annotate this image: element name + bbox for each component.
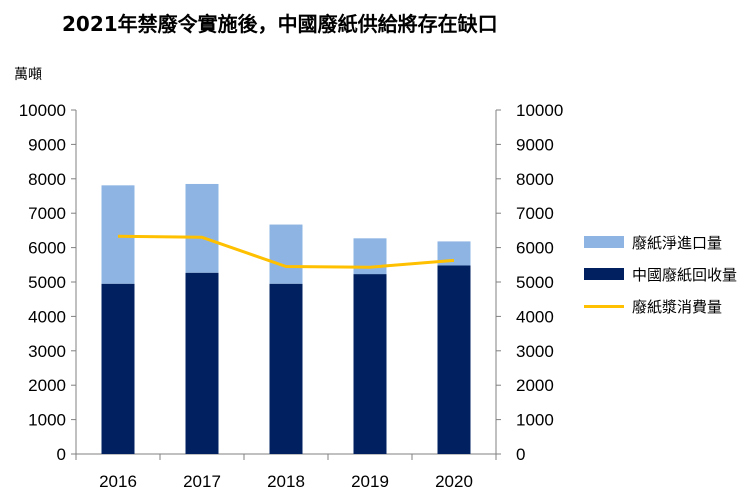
bar-domestic [101,283,135,454]
y-tick-label-right: 2000 [516,376,554,395]
y-tick-label-left: 0 [57,445,66,464]
x-tick-label: 2016 [99,472,137,491]
y-tick-label-right: 4000 [516,307,554,326]
y-tick-label-right: 9000 [516,135,554,154]
chart-title: 2021年禁廢令實施後，中國廢紙供給將存在缺口 [62,12,498,36]
y-axis-unit-label: 萬噸 [14,67,42,83]
y-tick-label-right: 3000 [516,342,554,361]
y-tick-label-right: 10000 [516,101,563,120]
y-tick-label-left: 4000 [28,307,66,326]
y-tick-label-left: 6000 [28,239,66,258]
legend-item-consumption: 廢紙漿消費量 [584,296,737,316]
legend-label-domestic: 中國廢紙回收量 [632,265,738,284]
y-tick-label-left: 9000 [28,135,66,154]
y-tick-label-left: 3000 [28,342,66,361]
bar-imports [269,224,303,284]
y-tick-label-left: 2000 [28,376,66,395]
legend-item-domestic: 中國廢紙回收量 [584,264,737,284]
y-tick-label-right: 0 [516,445,525,464]
x-tick-label: 2018 [267,472,305,491]
x-tick-label: 2020 [435,472,473,491]
x-tick-label: 2019 [351,472,389,491]
legend-swatch-consumption [584,304,624,308]
chart-legend: 廢紙淨進口量 中國廢紙回收量 廢紙漿消費量 [584,232,737,328]
x-tick-label: 2017 [183,472,221,491]
y-tick-label-left: 7000 [28,204,66,223]
bar-domestic [437,265,471,454]
bar-domestic [269,283,303,454]
y-tick-label-right: 6000 [516,239,554,258]
line-consumption [117,234,455,269]
legend-swatch-domestic [584,268,624,280]
bar-imports [185,183,219,273]
y-tick-label-left: 8000 [28,170,66,189]
y-tick-label-right: 1000 [516,411,554,430]
bar-imports [353,238,387,275]
y-tick-label-left: 10000 [19,101,66,120]
y-tick-label-right: 8000 [516,170,554,189]
legend-label-imports: 廢紙淨進口量 [632,233,723,252]
legend-item-imports: 廢紙淨進口量 [584,232,737,252]
bar-imports [101,185,135,284]
y-tick-label-left: 1000 [28,411,66,430]
y-tick-label-right: 7000 [516,204,554,223]
bar-domestic [353,274,387,454]
legend-label-consumption: 廢紙漿消費量 [632,297,723,316]
y-tick-label-left: 5000 [28,273,66,292]
legend-swatch-imports [584,236,624,248]
y-tick-label-right: 5000 [516,273,554,292]
bar-domestic [185,272,219,454]
